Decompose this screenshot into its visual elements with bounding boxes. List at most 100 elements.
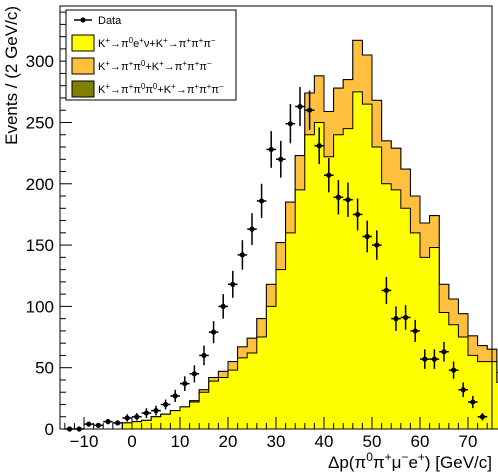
y-axis-label: Events / (2 GeV/c) bbox=[2, 6, 21, 145]
data-point bbox=[141, 408, 152, 418]
data-point-marker bbox=[211, 329, 217, 335]
legend-entry-s0: K+→π0e+ν+K+→π+π+π− bbox=[71, 34, 216, 52]
y-tick-label: 150 bbox=[26, 236, 54, 255]
data-point-marker bbox=[249, 226, 255, 232]
data-point bbox=[160, 399, 171, 410]
data-point bbox=[103, 419, 113, 425]
legend-entry-s1: K+→π+π0+K+→π+π+π− bbox=[71, 57, 212, 75]
data-point bbox=[247, 213, 257, 246]
data-point-marker bbox=[182, 381, 188, 387]
legend-entry-data: Data bbox=[74, 15, 122, 27]
legend-label: K+→π0e+ν+K+→π+π+π− bbox=[98, 36, 216, 51]
legend-data-marker bbox=[80, 17, 86, 23]
data-point-marker bbox=[153, 408, 159, 414]
legend-label: K+→π+π0π0+K+→π+π+π− bbox=[98, 82, 224, 97]
legend: Data K+→π0e+ν+K+→π+π+π− K+→π+π0+K+→π+π+π− K… bbox=[65, 9, 237, 101]
data-point-marker bbox=[201, 352, 207, 359]
data-point bbox=[295, 86, 305, 127]
data-point bbox=[362, 220, 372, 253]
data-point-marker bbox=[95, 422, 101, 428]
data-point-marker bbox=[278, 156, 284, 162]
data-point-marker bbox=[307, 107, 313, 113]
data-point-marker bbox=[422, 356, 428, 362]
data-point-marker bbox=[230, 281, 236, 287]
data-point-marker bbox=[268, 146, 274, 153]
y-tick-label: 50 bbox=[35, 359, 54, 378]
data-point bbox=[266, 131, 276, 168]
data-point bbox=[477, 413, 488, 421]
data-point bbox=[151, 405, 161, 416]
x-tick-label: 60 bbox=[411, 432, 430, 451]
data-point bbox=[218, 294, 228, 319]
legend-label: K+→π+π0+K+→π+π+π− bbox=[98, 59, 212, 74]
data-point bbox=[429, 349, 440, 369]
data-point bbox=[343, 182, 353, 217]
y-tick-label: 300 bbox=[26, 52, 54, 71]
data-points bbox=[64, 86, 488, 432]
data-point-marker bbox=[364, 233, 370, 240]
data-point bbox=[132, 413, 142, 421]
stacked-histograms bbox=[64, 39, 498, 430]
data-point-marker bbox=[134, 414, 140, 420]
x-tick-label: 0 bbox=[127, 432, 136, 451]
data-point-marker bbox=[383, 287, 389, 294]
data-point-marker bbox=[163, 401, 169, 408]
legend-swatch bbox=[71, 57, 95, 75]
data-point bbox=[285, 104, 296, 144]
x-tick-label: 70 bbox=[459, 432, 478, 451]
data-point bbox=[448, 361, 459, 379]
data-point bbox=[381, 276, 392, 304]
data-point-marker bbox=[412, 328, 418, 334]
data-point-marker bbox=[124, 415, 130, 421]
data-point-marker bbox=[403, 314, 409, 321]
data-point bbox=[352, 198, 363, 231]
data-point bbox=[439, 341, 449, 362]
data-point bbox=[199, 345, 209, 366]
data-point bbox=[304, 90, 315, 130]
data-point bbox=[228, 270, 238, 298]
x-tick-label: 40 bbox=[315, 432, 334, 451]
histogram-series-0 bbox=[64, 91, 498, 430]
data-point-marker bbox=[105, 419, 111, 425]
data-point-marker bbox=[287, 121, 293, 127]
data-point-marker bbox=[479, 414, 485, 420]
data-point bbox=[372, 230, 382, 260]
data-point-marker bbox=[115, 420, 121, 426]
data-point bbox=[84, 421, 94, 427]
data-point bbox=[458, 382, 468, 398]
data-point-marker bbox=[143, 410, 149, 416]
data-point bbox=[276, 140, 286, 178]
data-point bbox=[237, 240, 248, 270]
data-point-marker bbox=[297, 103, 303, 110]
data-point-marker bbox=[393, 316, 399, 322]
x-tick-label: 20 bbox=[219, 432, 238, 451]
data-point bbox=[208, 321, 219, 344]
data-point bbox=[189, 365, 200, 383]
data-point-marker bbox=[191, 371, 197, 377]
data-point bbox=[420, 349, 430, 369]
data-point bbox=[324, 158, 334, 193]
data-point-marker bbox=[316, 143, 322, 149]
data-point bbox=[93, 422, 104, 428]
data-point bbox=[180, 376, 190, 391]
data-point bbox=[468, 395, 478, 409]
data-point bbox=[333, 180, 344, 215]
data-point bbox=[170, 389, 180, 403]
legend-swatch bbox=[71, 80, 95, 98]
data-point bbox=[391, 306, 401, 331]
data-point-marker bbox=[345, 197, 351, 203]
data-point-marker bbox=[355, 211, 361, 218]
data-point bbox=[400, 305, 411, 330]
data-point-marker bbox=[470, 399, 476, 405]
data-point-marker bbox=[326, 172, 332, 178]
y-tick-label: 200 bbox=[26, 175, 54, 194]
data-point-marker bbox=[441, 349, 447, 355]
data-point-marker bbox=[335, 194, 341, 200]
data-point bbox=[410, 319, 420, 342]
data-point-marker bbox=[172, 393, 178, 399]
y-tick-label: 100 bbox=[26, 297, 54, 316]
axes: −10 0 10 20 30 40 50 60 70 0 50 100 150 200 250 300 bbox=[26, 11, 488, 451]
data-point bbox=[112, 420, 123, 426]
data-point-marker bbox=[431, 356, 437, 362]
